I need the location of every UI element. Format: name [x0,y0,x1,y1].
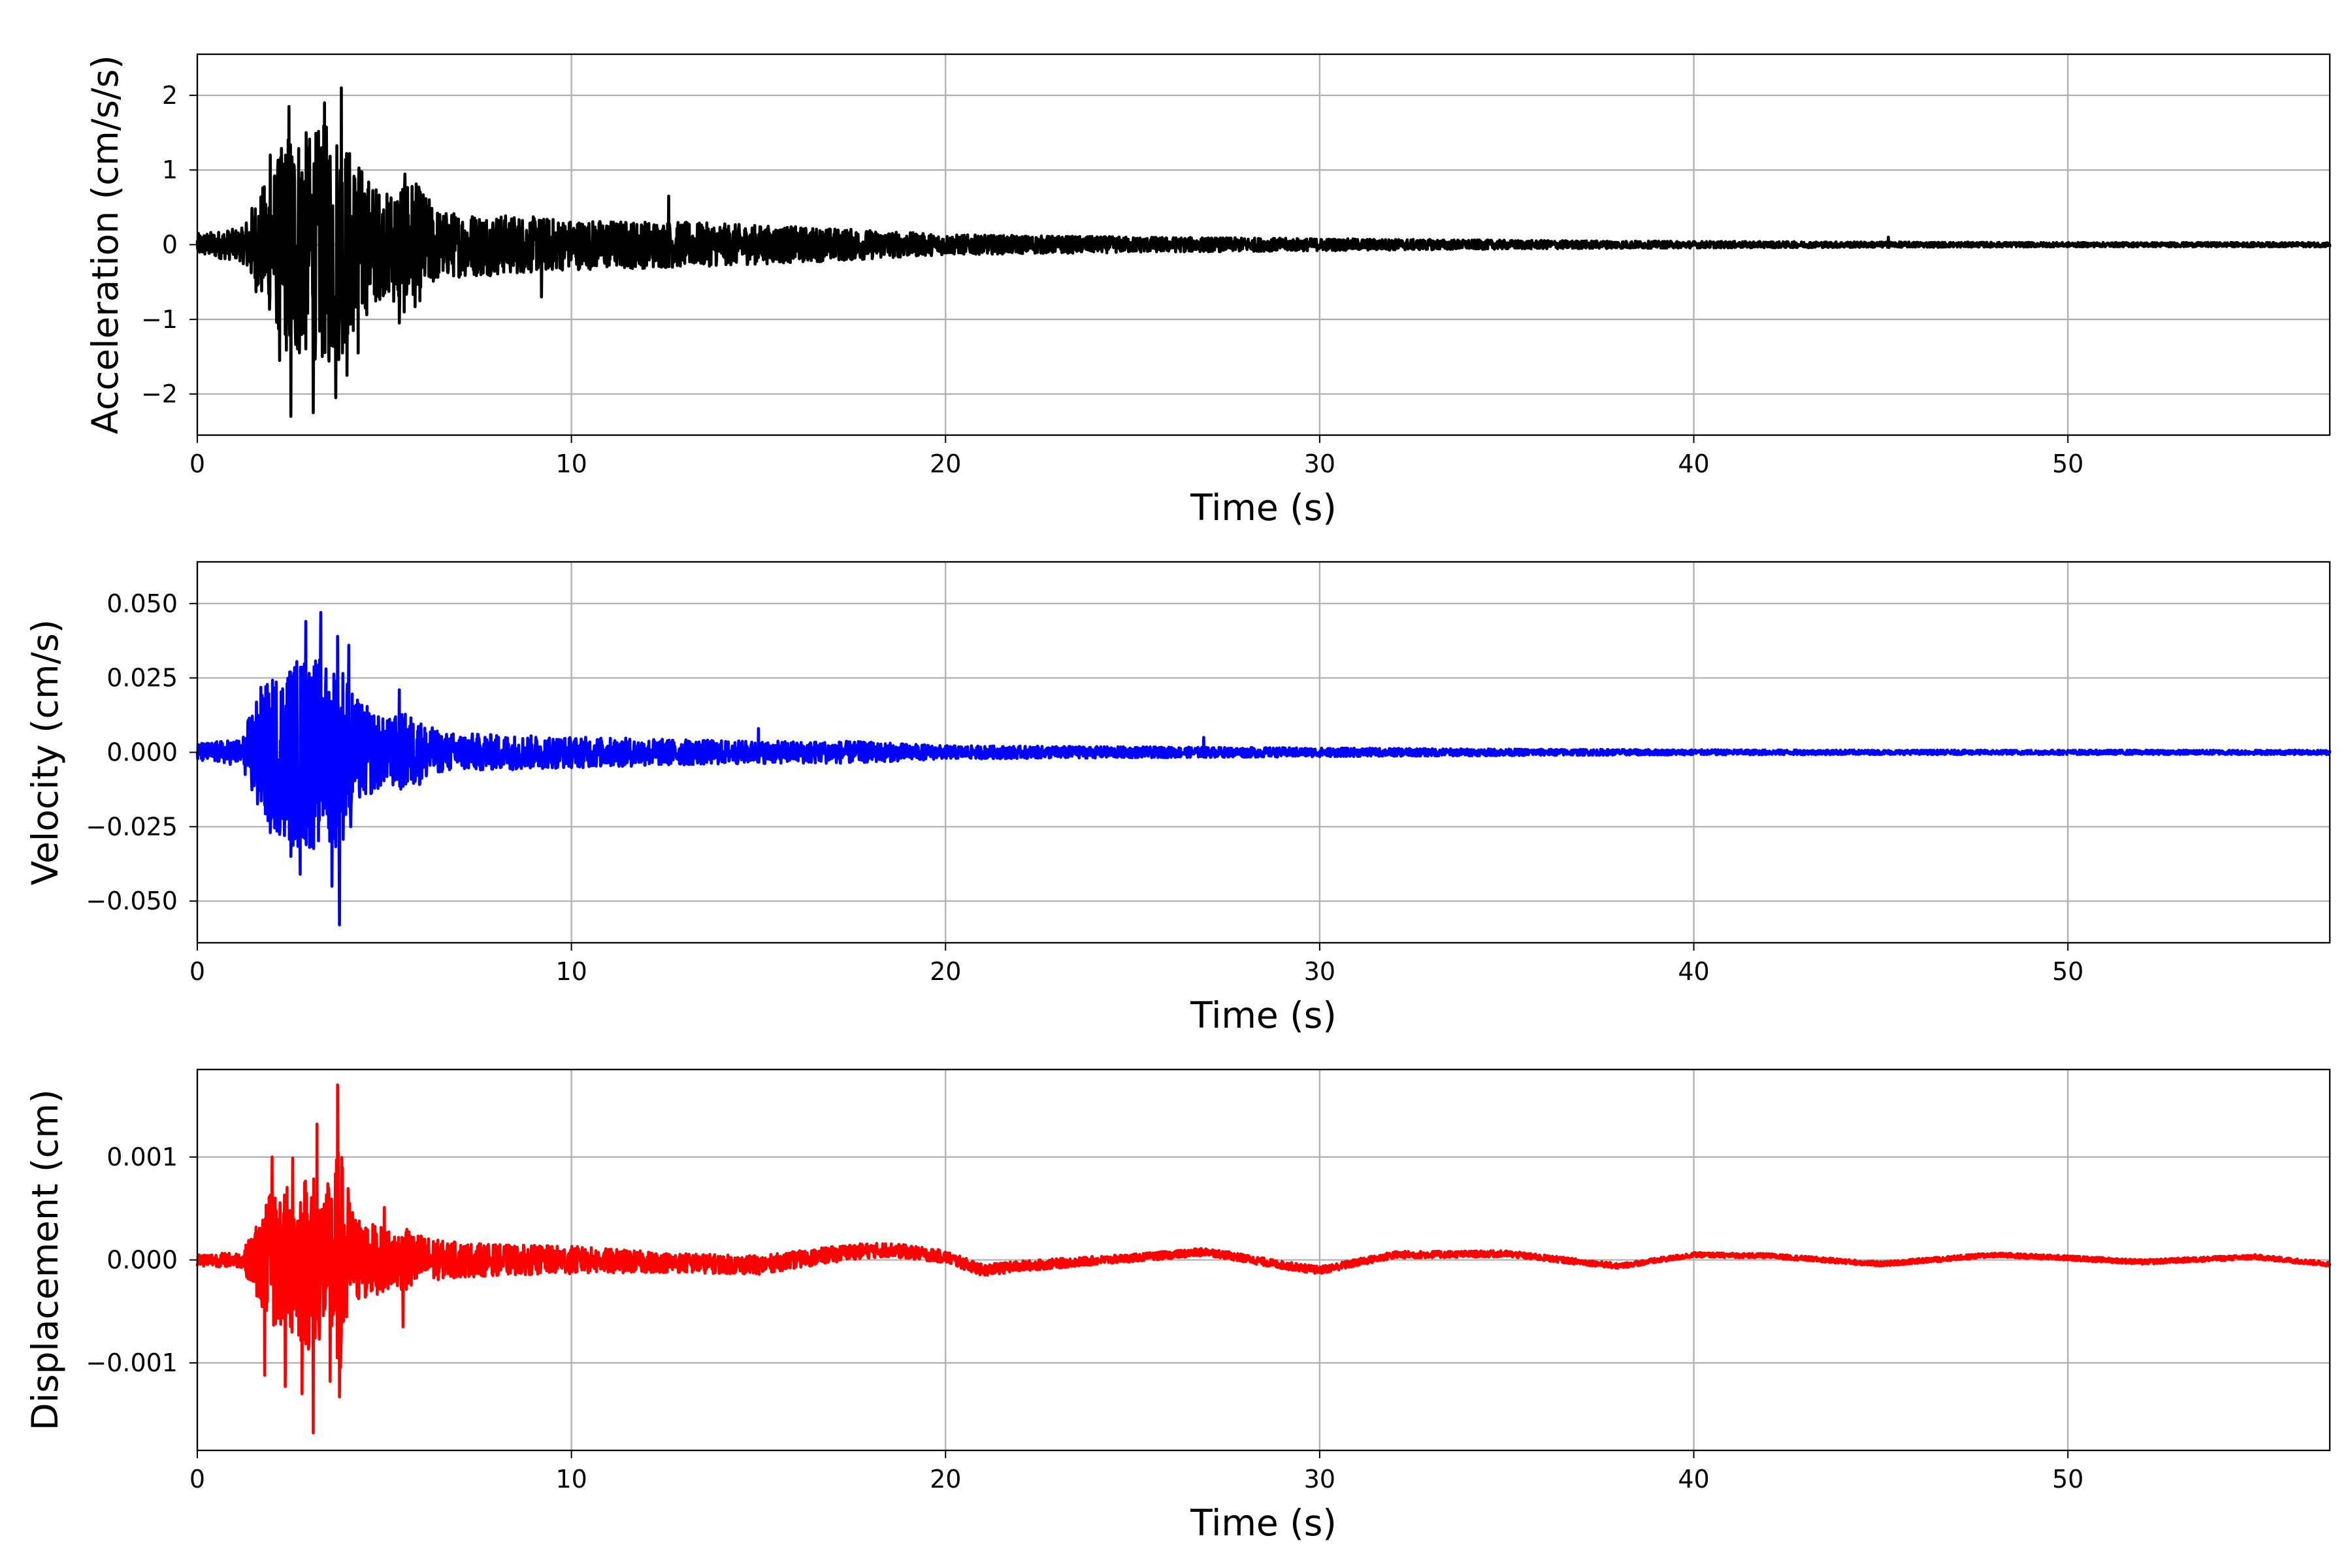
velocity-x-tick-label: 0 [189,957,205,986]
acceleration-x-tick-label: 40 [1678,449,1709,478]
displacement-y-tick-label: −0.001 [86,1348,178,1377]
velocity-y-tick-label: 0.025 [106,664,178,693]
velocity-y-axis-label: Velocity (cm/s) [24,619,66,885]
acceleration-y-tick-label: 1 [162,155,178,184]
acceleration-y-axis-label: Acceleration (cm/s/s) [84,55,126,434]
displacement-y-tick-label: 0.000 [106,1246,178,1275]
displacement-y-tick-label: 0.001 [106,1143,178,1171]
velocity-trace [195,611,2332,926]
velocity-x-tick-label: 50 [2052,957,2083,986]
acceleration-x-tick-label: 20 [930,449,961,478]
velocity-x-axis-label: Time (s) [1190,994,1337,1036]
velocity-x-tick-label: 10 [555,957,587,986]
velocity-y-tick-label: 0.050 [106,589,178,618]
acceleration-x-tick-label: 10 [555,449,587,478]
displacement-x-tick-label: 20 [930,1465,961,1494]
displacement-x-tick-label: 40 [1678,1465,1709,1494]
acceleration-y-tick-label: 2 [162,81,178,110]
acceleration-y-tick-label: −2 [141,380,178,408]
velocity-y-tick-label: −0.025 [86,812,178,841]
displacement-x-tick-label: 30 [1304,1465,1335,1494]
velocity-x-tick-label: 30 [1304,957,1335,986]
displacement-x-tick-label: 50 [2052,1465,2083,1494]
velocity-x-tick-label: 20 [930,957,961,986]
displacement-trace [195,1083,2332,1435]
acceleration-x-axis-label: Time (s) [1190,487,1337,529]
acceleration-y-tick-label: −1 [141,305,178,334]
velocity-y-tick-label: 0.000 [106,738,178,767]
displacement-x-axis-label: Time (s) [1190,1502,1337,1544]
displacement-x-tick-label: 0 [189,1465,205,1494]
displacement-panel: 0 10 20 30 40 50 0.001 0.000 −0.001 Time (s) Displ… [24,1068,2332,1544]
acceleration-x-tick-label: 0 [189,449,205,478]
acceleration-y-tick-label: 0 [162,231,178,259]
acceleration-x-tick-label: 30 [1304,449,1335,478]
displacement-y-axis-label: Displacement (cm) [24,1089,66,1430]
displacement-x-tick-label: 10 [555,1465,587,1494]
acceleration-trace [195,86,2332,418]
velocity-y-tick-label: −0.050 [86,887,178,915]
velocity-panel: 0 10 20 30 40 50 0.050 0.025 0.000 −0.025 −0.050 Ti… [24,561,2332,1036]
acceleration-x-tick-label: 50 [2052,449,2083,478]
velocity-x-tick-label: 40 [1678,957,1709,986]
